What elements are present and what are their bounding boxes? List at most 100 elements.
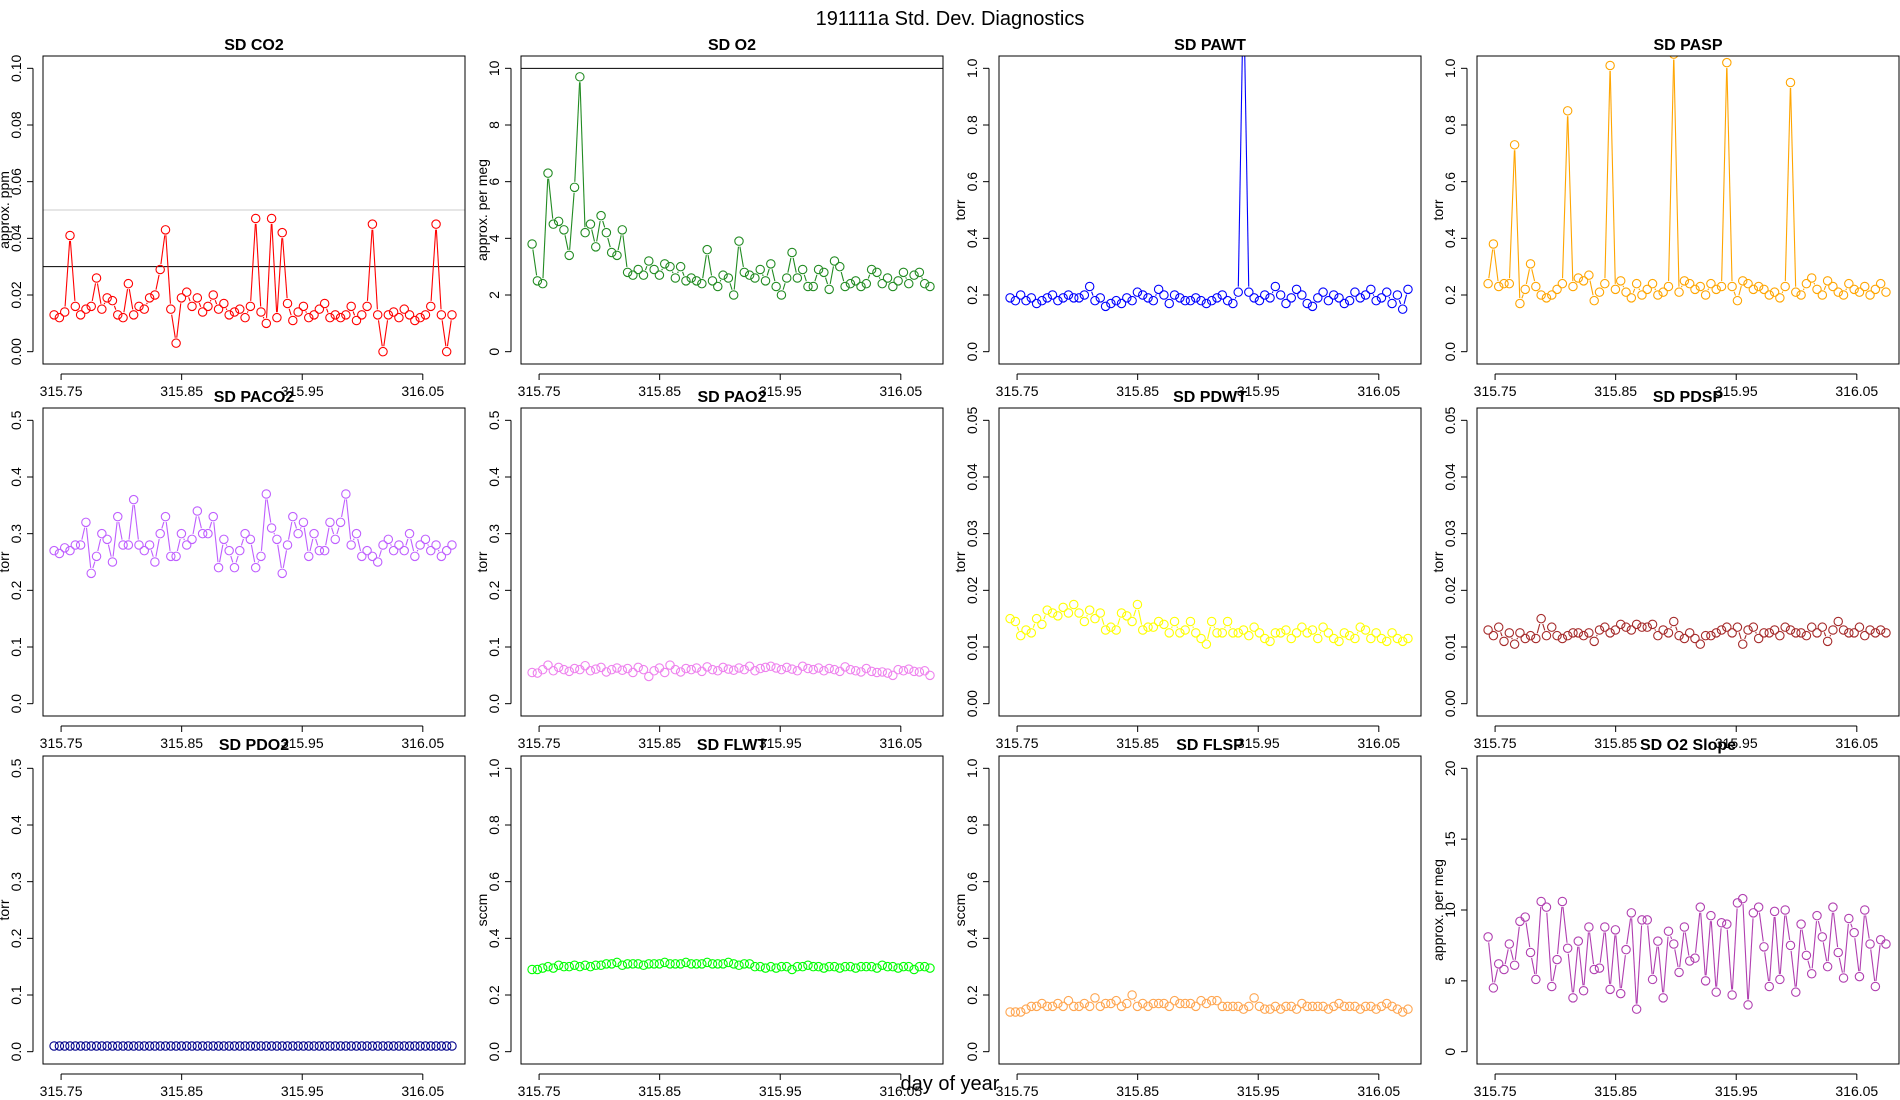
- data-point-sd-pdwt: [1116, 608, 1127, 618]
- data-point-sd-o2: [612, 250, 622, 261]
- data-point-sd-pawt: [1318, 287, 1328, 297]
- data-point-sd-o2: [718, 270, 728, 280]
- data-point-sd-co2: [420, 310, 431, 320]
- data-point-sd-pasp: [1557, 278, 1568, 289]
- data-point-sd-pawt: [1021, 295, 1031, 306]
- y-tick-label: 5: [1442, 977, 1458, 985]
- data-point-sd-o2: [797, 264, 808, 275]
- data-point-sd-pdo2: [160, 1041, 171, 1051]
- data-point-sd-pawt: [1127, 295, 1137, 306]
- segment-sd-co2: [69, 240, 76, 301]
- data-point-sd-pasp: [1775, 293, 1785, 303]
- segment-sd-o2: [787, 257, 792, 273]
- segment-sd-paco2: [107, 544, 112, 557]
- segment-sd-pdwt: [1207, 626, 1211, 639]
- data-point-sd-pasp: [1631, 278, 1642, 289]
- y-tick-label: 1.0: [964, 758, 980, 778]
- data-point-sd-pasp: [1488, 239, 1499, 249]
- data-point-sd-o2: [755, 264, 765, 275]
- data-point-sd-pdo2: [176, 1041, 187, 1051]
- segment-sd-pdsp: [1654, 629, 1657, 631]
- data-point-sd-pdo2: [415, 1041, 425, 1051]
- data-point-sd-pdwt: [1222, 616, 1233, 627]
- data-point-sd-o2-slope: [1499, 964, 1509, 975]
- data-point-sd-flwt: [532, 964, 543, 975]
- data-point-sd-pao2: [564, 666, 574, 677]
- data-point-sd-pawt: [1116, 298, 1127, 309]
- data-point-sd-pdsp: [1493, 622, 1504, 632]
- segment-sd-pdsp: [1744, 634, 1747, 640]
- data-point-sd-pdsp: [1716, 625, 1727, 635]
- segment-sd-o2-slope: [1546, 912, 1552, 982]
- x-tick-label: 315.85: [1116, 735, 1159, 751]
- segment-sd-paco2: [155, 538, 160, 557]
- data-point-sd-pawt: [1047, 290, 1058, 300]
- data-point-sd-o2-slope: [1483, 932, 1493, 942]
- data-point-sd-paco2: [256, 551, 266, 562]
- data-point-sd-o2: [697, 278, 707, 289]
- data-point-sd-o2: [638, 270, 649, 280]
- segment-sd-o2: [622, 235, 628, 267]
- data-point-sd-flwt: [755, 961, 765, 972]
- data-point-sd-pasp: [1844, 278, 1854, 289]
- segment-sd-o2-slope: [1510, 949, 1514, 961]
- segment-sd-paco2: [325, 527, 330, 546]
- segment-sd-paco2: [299, 527, 302, 529]
- segment-sd-pawt: [1237, 56, 1243, 287]
- y-tick-label: 0.0: [486, 694, 502, 714]
- data-point-sd-pdwt: [1307, 625, 1318, 635]
- data-point-sd-pdsp: [1557, 633, 1568, 644]
- data-point-sd-flsp: [1265, 1004, 1275, 1014]
- x-tick-label: 315.95: [759, 735, 802, 751]
- data-point-sd-pasp: [1562, 106, 1573, 116]
- data-point-sd-pdsp: [1578, 630, 1589, 641]
- data-point-sd-o2: [543, 168, 553, 178]
- segment-sd-o2-slope: [1583, 932, 1589, 986]
- segment-sd-pawt: [1388, 296, 1391, 299]
- data-point-sd-flsp: [1228, 1001, 1238, 1012]
- data-point-sd-o2-slope: [1748, 908, 1759, 918]
- data-point-sd-pdsp: [1695, 639, 1706, 649]
- data-point-sd-o2: [622, 267, 633, 278]
- data-point-sd-o2-slope: [1796, 919, 1806, 929]
- data-point-sd-pdsp: [1589, 636, 1599, 647]
- data-point-sd-pasp: [1737, 276, 1748, 286]
- data-point-sd-pdsp: [1769, 625, 1780, 635]
- x-tick-label: 315.95: [1237, 383, 1280, 399]
- y-axis-sd-co2: 0.00 0.02 0.04 0.06 0.08 0.10: [8, 54, 34, 365]
- data-point-sd-o2-slope: [1605, 984, 1615, 995]
- data-point-sd-pdo2: [250, 1041, 261, 1051]
- data-point-sd-pdo2: [272, 1041, 282, 1051]
- data-point-sd-flsp: [1010, 1007, 1021, 1017]
- data-point-sd-flwt: [750, 961, 760, 972]
- data-point-sd-pdsp: [1499, 636, 1509, 647]
- data-point-sd-o2: [585, 219, 596, 229]
- data-point-sd-flsp: [1249, 993, 1259, 1003]
- data-point-sd-pawt: [1382, 287, 1392, 297]
- data-point-sd-o2-slope: [1860, 905, 1870, 915]
- data-point-sd-flwt: [898, 961, 909, 972]
- y-axis-sd-pdo2: 0.0 0.1 0.2 0.3 0.4 0.5: [8, 758, 34, 1061]
- data-point-sd-pdwt: [1344, 630, 1355, 641]
- data-point-sd-pdsp: [1743, 625, 1753, 635]
- x-tick-label: 315.85: [638, 735, 681, 751]
- data-point-sd-pasp: [1711, 284, 1721, 295]
- data-point-sd-pdwt: [1403, 633, 1413, 644]
- data-point-sd-pawt: [1371, 295, 1381, 306]
- segment-sd-pasp: [1514, 150, 1521, 299]
- segment-sd-o2-slope: [1531, 957, 1536, 975]
- data-point-sd-flwt: [882, 961, 893, 972]
- data-point-sd-pdwt: [1074, 608, 1084, 618]
- data-point-sd-pdwt: [1164, 628, 1174, 638]
- data-point-sd-o2: [707, 276, 718, 286]
- segment-sd-pasp: [1813, 282, 1816, 285]
- segment-sd-paco2: [209, 521, 213, 529]
- data-point-sd-pao2: [686, 664, 696, 675]
- data-point-sd-o2-slope: [1854, 971, 1865, 982]
- x-axis-sd-flwt: 315.75 315.85 315.95 316.05: [518, 1073, 922, 1099]
- segment-sd-co2: [271, 223, 278, 313]
- data-point-sd-flsp: [1015, 1007, 1026, 1017]
- data-point-sd-co2: [240, 312, 250, 323]
- data-point-sd-paco2: [245, 534, 256, 545]
